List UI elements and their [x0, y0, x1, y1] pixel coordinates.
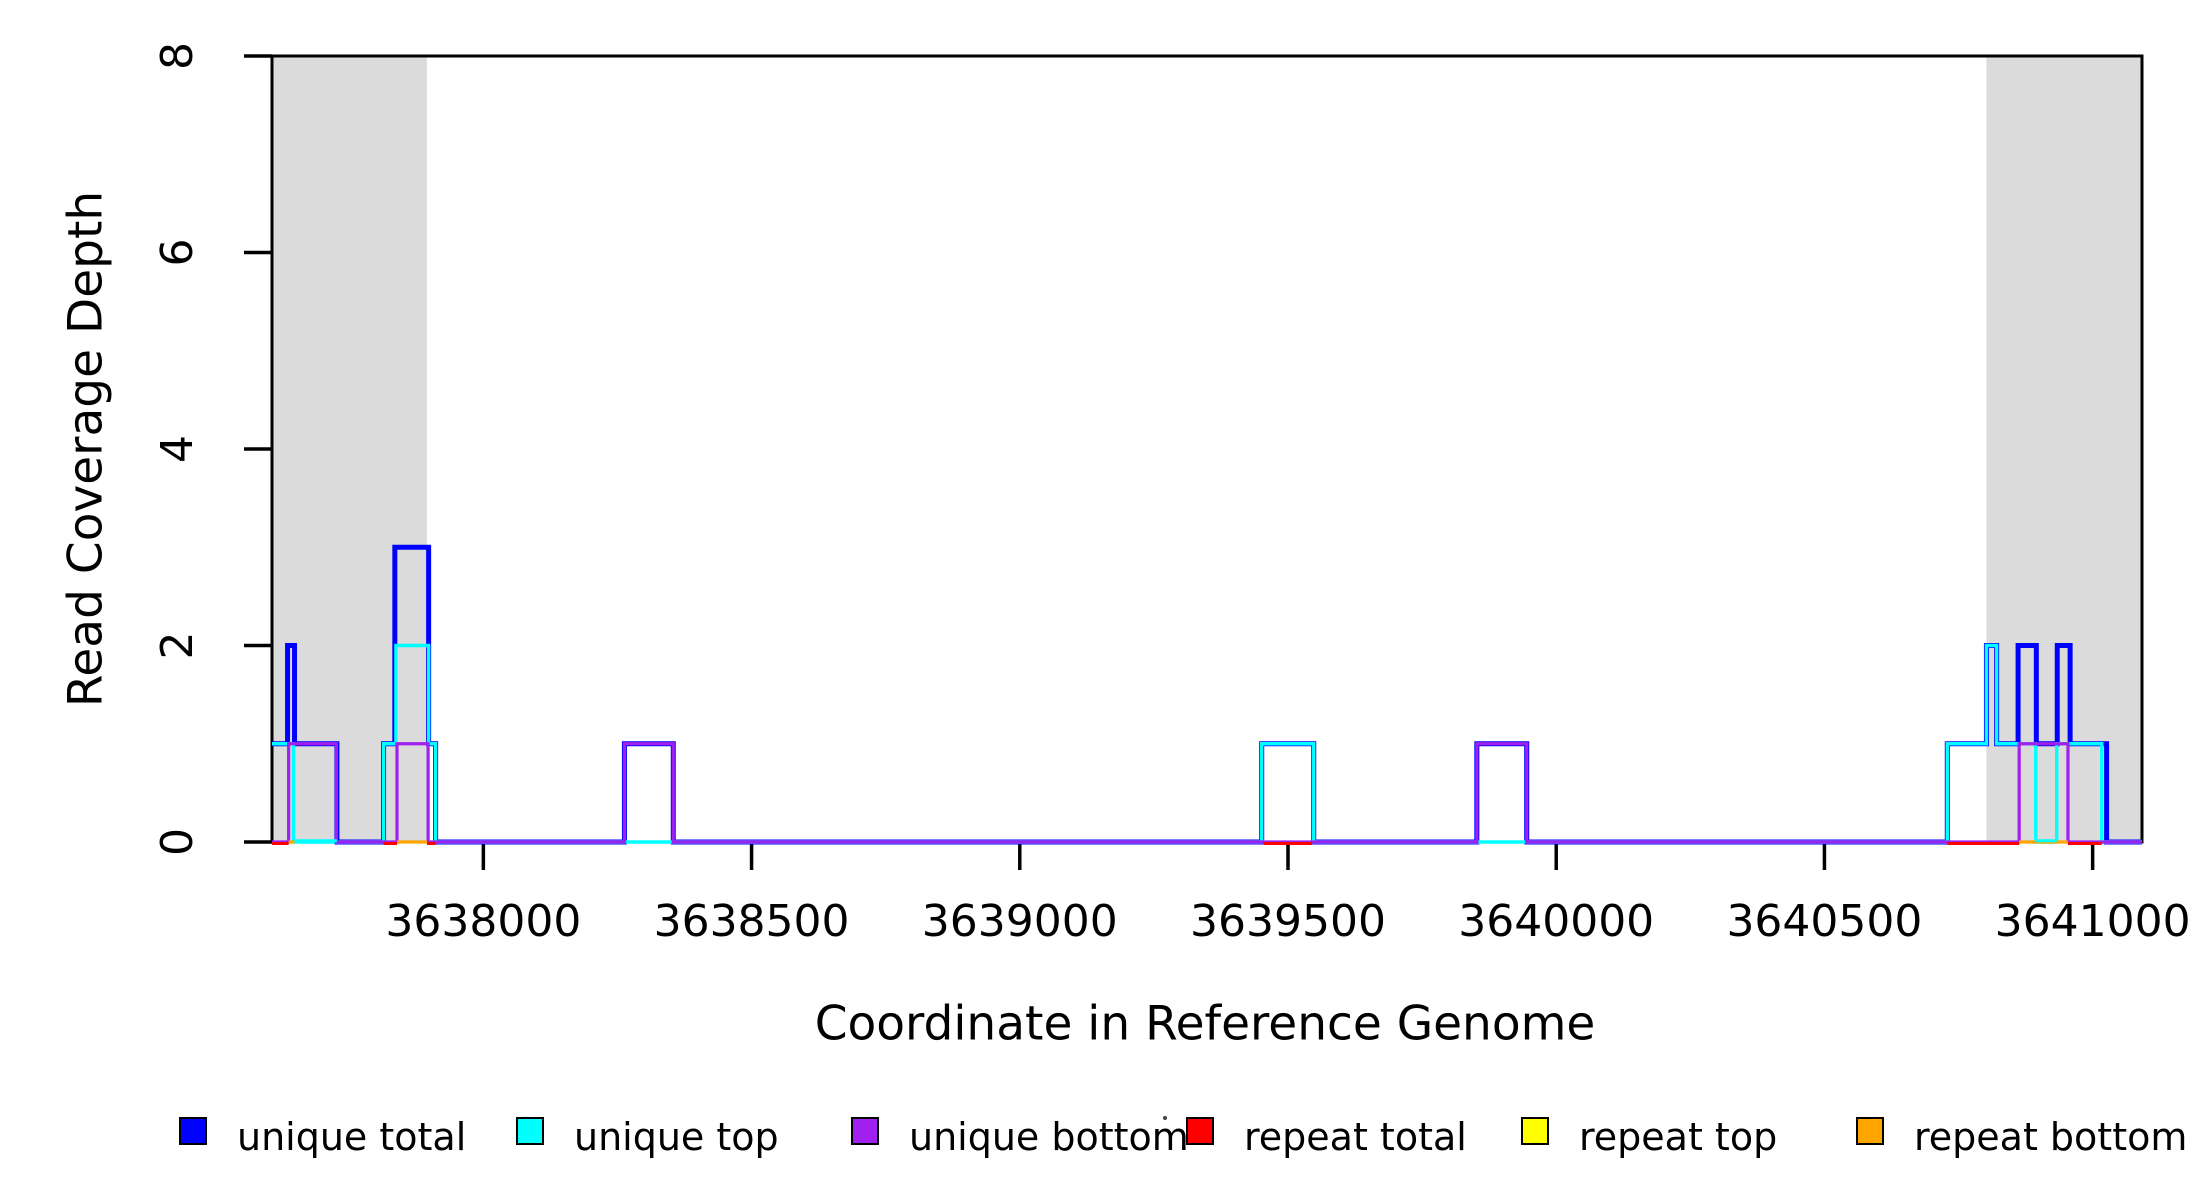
stray-dot [1163, 1116, 1167, 1120]
legend-label: repeat total [1244, 1115, 1467, 1159]
shaded-repeat-region [272, 56, 428, 842]
legend-swatch-icon [516, 1117, 544, 1145]
plot-border [270, 54, 2144, 844]
x-tick-label: 3638500 [654, 896, 850, 947]
series-unique-top [272, 643, 2142, 844]
legend-swatch-icon [179, 1117, 207, 1145]
series-unique-bottom [272, 742, 2142, 844]
legend-label: repeat top [1579, 1115, 1778, 1159]
legend-swatch-icon [1186, 1117, 1214, 1145]
legend-label: unique total [237, 1115, 467, 1159]
legend-swatch-icon [851, 1117, 879, 1145]
legend-swatch-icon [1856, 1117, 1884, 1145]
y-tick-label: 6 [152, 239, 203, 267]
legend-label: unique bottom [909, 1115, 1189, 1159]
y-axis-title: Read Coverage Depth [58, 190, 114, 708]
x-axis-title: Coordinate in Reference Genome [814, 996, 1596, 1052]
y-tick-label: 0 [152, 828, 203, 856]
legend-label: unique top [574, 1115, 779, 1159]
x-tick-label: 3641000 [1995, 896, 2191, 947]
legend-swatch-icon [1521, 1117, 1549, 1145]
x-tick-label: 3640000 [1458, 896, 1654, 947]
series-unique-total [272, 544, 2142, 845]
legend-label: repeat bottom [1914, 1115, 2188, 1159]
y-tick-label: 4 [152, 435, 203, 463]
x-tick-label: 3639000 [922, 896, 1118, 947]
x-tick-label: 3640500 [1726, 896, 1922, 947]
x-tick-label: 3639500 [1190, 896, 1386, 947]
y-tick-label: 8 [152, 42, 203, 70]
shaded-repeat-region [1986, 56, 2142, 842]
y-tick-label: 2 [152, 632, 203, 660]
x-tick-label: 3638000 [385, 896, 581, 947]
